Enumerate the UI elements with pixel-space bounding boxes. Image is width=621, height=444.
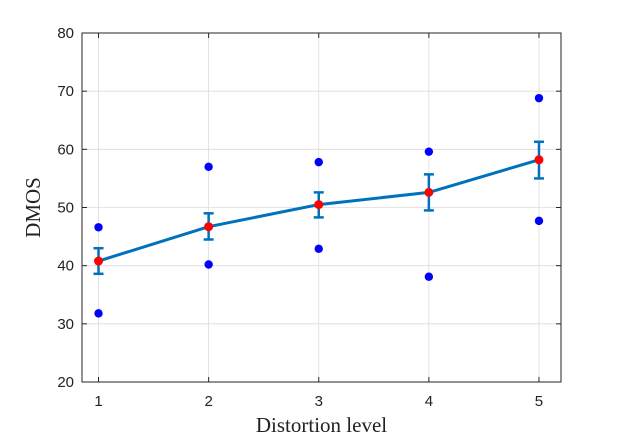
scatter-point <box>94 309 103 318</box>
mean-marker <box>314 200 324 210</box>
x-tick-label: 5 <box>535 393 543 410</box>
y-tick-label: 30 <box>57 316 74 333</box>
scatter-point <box>314 244 323 253</box>
mean-marker <box>94 256 104 266</box>
scatter-point <box>424 272 434 281</box>
mean-marker <box>424 187 434 197</box>
x-tick-label: 2 <box>204 393 212 410</box>
y-tick-label: 50 <box>57 200 74 217</box>
scatter-point <box>534 93 544 103</box>
y-tick-label: 20 <box>57 374 74 391</box>
x-tick-label: 1 <box>94 393 102 410</box>
scatter-point <box>204 162 213 171</box>
y-axis-label: DMOS <box>21 177 45 238</box>
x-axis-ticks: 1 2 3 4 5 <box>94 33 543 410</box>
y-tick-label: 40 <box>57 258 74 275</box>
scatter-point <box>534 216 544 226</box>
series-layer <box>93 93 544 318</box>
scatter-point <box>94 223 103 232</box>
scatter-point <box>204 260 213 269</box>
mean-marker <box>204 222 214 232</box>
scatter-point <box>424 147 434 156</box>
y-tick-label: 70 <box>57 83 74 100</box>
x-axis-label: Distortion level <box>256 413 387 437</box>
y-axis-ticks: 20 30 40 50 60 70 80 <box>57 25 561 391</box>
scatter-point <box>314 157 323 167</box>
mean-marker <box>534 155 544 165</box>
x-tick-label: 3 <box>315 393 323 410</box>
y-tick-label: 60 <box>57 141 74 158</box>
x-tick-label: 4 <box>425 393 433 410</box>
y-tick-label: 80 <box>57 25 74 42</box>
